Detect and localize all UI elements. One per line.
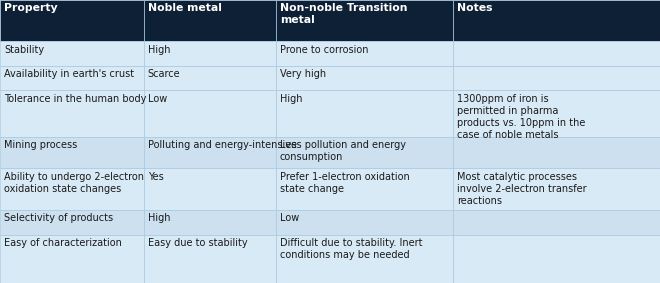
Bar — [0, 235, 144, 283]
Text: Less pollution and energy
consumption: Less pollution and energy consumption — [280, 140, 406, 162]
Text: Low: Low — [148, 94, 167, 104]
Text: High: High — [148, 45, 170, 55]
Bar — [144, 137, 276, 168]
Bar — [276, 235, 453, 283]
Bar — [453, 66, 660, 90]
Bar — [453, 41, 660, 66]
Text: Tolerance in the human body: Tolerance in the human body — [4, 94, 147, 104]
Text: 1300ppm of iron is
permitted in pharma
products vs. 10ppm in the
case of noble m: 1300ppm of iron is permitted in pharma p… — [457, 94, 585, 140]
Bar — [144, 210, 276, 235]
Bar — [453, 0, 660, 41]
Text: Mining process: Mining process — [4, 140, 77, 150]
Text: Scarce: Scarce — [148, 69, 180, 79]
Bar — [144, 235, 276, 283]
Text: Prone to corrosion: Prone to corrosion — [280, 45, 368, 55]
Bar — [276, 168, 453, 210]
Text: Selectivity of products: Selectivity of products — [4, 213, 113, 224]
Bar — [0, 210, 144, 235]
Bar — [144, 168, 276, 210]
Bar — [276, 137, 453, 168]
Bar — [453, 210, 660, 235]
Bar — [276, 41, 453, 66]
Text: Stability: Stability — [4, 45, 44, 55]
Text: High: High — [280, 94, 302, 104]
Bar — [276, 66, 453, 90]
Text: Prefer 1-electron oxidation
state change: Prefer 1-electron oxidation state change — [280, 171, 410, 194]
Bar — [276, 90, 453, 137]
Bar — [0, 137, 144, 168]
Bar — [144, 66, 276, 90]
Text: Non-noble Transition
metal: Non-noble Transition metal — [280, 3, 407, 25]
Text: Easy of characterization: Easy of characterization — [4, 238, 122, 248]
Text: Ability to undergo 2-electron
oxidation state changes: Ability to undergo 2-electron oxidation … — [4, 171, 144, 194]
Bar — [144, 41, 276, 66]
Bar — [0, 66, 144, 90]
Bar — [0, 0, 144, 41]
Bar — [453, 168, 660, 210]
Bar — [0, 90, 144, 137]
Text: Notes: Notes — [457, 3, 492, 13]
Text: Low: Low — [280, 213, 299, 224]
Bar — [453, 235, 660, 283]
Text: Yes: Yes — [148, 171, 164, 182]
Text: High: High — [148, 213, 170, 224]
Text: Availability in earth's crust: Availability in earth's crust — [4, 69, 134, 79]
Bar — [0, 41, 144, 66]
Bar — [453, 90, 660, 137]
Text: Difficult due to stability. Inert
conditions may be needed: Difficult due to stability. Inert condit… — [280, 238, 422, 260]
Bar — [144, 90, 276, 137]
Text: Very high: Very high — [280, 69, 326, 79]
Text: Easy due to stability: Easy due to stability — [148, 238, 248, 248]
Text: Property: Property — [4, 3, 57, 13]
Bar — [276, 0, 453, 41]
Bar — [453, 137, 660, 168]
Bar — [276, 210, 453, 235]
Text: Polluting and energy-intensive: Polluting and energy-intensive — [148, 140, 297, 150]
Bar — [144, 0, 276, 41]
Text: Most catalytic processes
involve 2-electron transfer
reactions: Most catalytic processes involve 2-elect… — [457, 171, 586, 206]
Text: Noble metal: Noble metal — [148, 3, 222, 13]
Bar — [0, 168, 144, 210]
